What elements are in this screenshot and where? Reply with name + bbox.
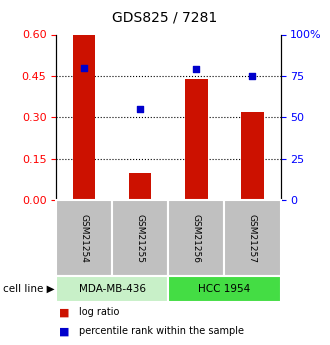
Text: percentile rank within the sample: percentile rank within the sample <box>79 326 244 336</box>
Text: HCC 1954: HCC 1954 <box>198 284 250 294</box>
Point <box>138 106 143 112</box>
Text: GSM21255: GSM21255 <box>136 214 145 263</box>
Text: GDS825 / 7281: GDS825 / 7281 <box>113 10 217 24</box>
Point <box>82 65 87 70</box>
Bar <box>185 79 208 200</box>
Text: GSM21254: GSM21254 <box>80 214 89 263</box>
Text: MDA-MB-436: MDA-MB-436 <box>79 284 146 294</box>
Bar <box>129 172 151 200</box>
Text: log ratio: log ratio <box>79 307 119 317</box>
Text: ■: ■ <box>59 326 70 336</box>
Text: ■: ■ <box>59 307 70 317</box>
Bar <box>73 34 95 200</box>
Text: cell line ▶: cell line ▶ <box>3 284 55 294</box>
Text: GSM21257: GSM21257 <box>248 214 257 263</box>
Point <box>194 67 199 72</box>
Text: GSM21256: GSM21256 <box>192 214 201 263</box>
Point <box>250 73 255 79</box>
Bar <box>241 112 264 200</box>
